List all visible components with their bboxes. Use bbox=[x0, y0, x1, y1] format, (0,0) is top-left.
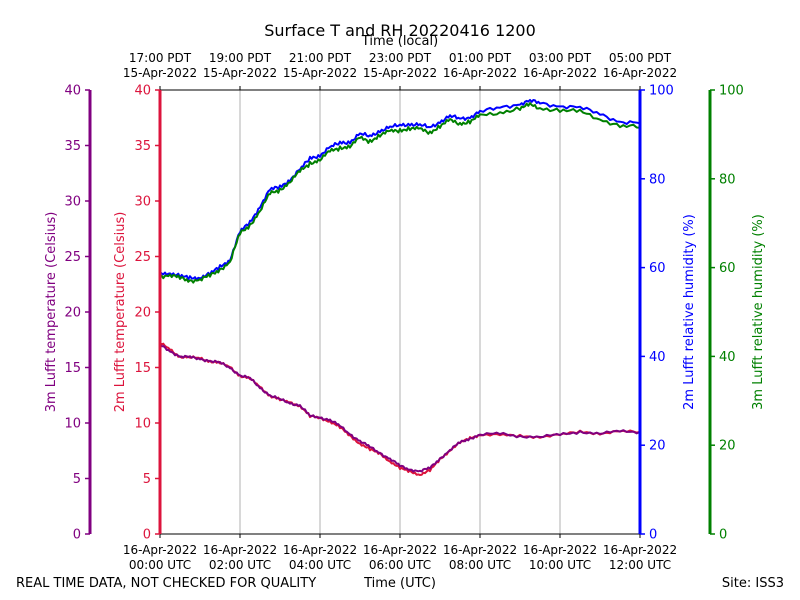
series-line-t2m bbox=[159, 342, 641, 476]
y-tick-label-rh3m: 60 bbox=[719, 261, 736, 276]
y-axis-label-t3m: 3m Lufft temperature (Celsius) bbox=[44, 212, 59, 413]
y-tick-label-rh3m: 100 bbox=[719, 84, 744, 99]
x-tick-label-bottom-date: 16-Apr-2022 bbox=[443, 543, 517, 557]
y-tick-label-t2m: 5 bbox=[143, 472, 151, 487]
x-tick-label-top-date: 16-Apr-2022 bbox=[443, 66, 517, 80]
x-tick-label-top-date: 16-Apr-2022 bbox=[603, 66, 677, 80]
x-tick-label-bottom-time: 06:00 UTC bbox=[369, 558, 431, 572]
y-tick-label-rh2m: 60 bbox=[649, 261, 666, 276]
x-tick-label-bottom-date: 16-Apr-2022 bbox=[203, 543, 277, 557]
x-tick-label-top-time: 05:00 PDT bbox=[609, 51, 672, 65]
y-tick-label-rh3m: 20 bbox=[719, 439, 736, 454]
x-tick-label-top-date: 15-Apr-2022 bbox=[203, 66, 277, 80]
y-tick-label-rh2m: 0 bbox=[649, 528, 657, 543]
x-tick-label-top-date: 16-Apr-2022 bbox=[523, 66, 597, 80]
x-tick-label-top-date: 15-Apr-2022 bbox=[123, 66, 197, 80]
y-tick-label-rh2m: 20 bbox=[649, 439, 666, 454]
x-tick-label-bottom-time: 12:00 UTC bbox=[609, 558, 671, 572]
y-tick-label-rh2m: 40 bbox=[649, 350, 666, 365]
x-tick-label-top-time: 23:00 PDT bbox=[369, 51, 432, 65]
x-tick-label-bottom-time: 00:00 UTC bbox=[129, 558, 191, 572]
y-tick-label-t2m: 0 bbox=[143, 528, 151, 543]
y-tick-label-rh2m: 80 bbox=[649, 172, 666, 187]
top-axis-title: Time (local) bbox=[361, 34, 439, 49]
y-tick-label-t3m: 35 bbox=[64, 139, 81, 154]
series-line-rh3m bbox=[159, 102, 641, 284]
series-line-t3m bbox=[159, 343, 641, 473]
y-tick-label-t3m: 20 bbox=[64, 306, 81, 321]
y-tick-label-t2m: 10 bbox=[134, 417, 151, 432]
y-tick-label-t2m: 40 bbox=[134, 84, 151, 99]
x-tick-label-top-date: 15-Apr-2022 bbox=[283, 66, 357, 80]
y-tick-label-rh2m: 100 bbox=[649, 84, 674, 99]
site-label: Site: ISS3 bbox=[721, 576, 784, 591]
y-tick-label-t2m: 35 bbox=[134, 139, 151, 154]
y-tick-label-rh3m: 80 bbox=[719, 172, 736, 187]
x-tick-label-bottom-date: 16-Apr-2022 bbox=[603, 543, 677, 557]
y-tick-label-rh3m: 0 bbox=[719, 528, 727, 543]
y-tick-label-t2m: 30 bbox=[134, 195, 151, 210]
x-tick-label-bottom-date: 16-Apr-2022 bbox=[283, 543, 357, 557]
x-tick-label-bottom-date: 16-Apr-2022 bbox=[363, 543, 437, 557]
x-tick-label-top-time: 01:00 PDT bbox=[449, 51, 512, 65]
y-tick-label-t2m: 25 bbox=[134, 250, 151, 265]
x-tick-label-bottom-time: 02:00 UTC bbox=[209, 558, 271, 572]
y-tick-label-rh3m: 40 bbox=[719, 350, 736, 365]
x-tick-label-top-time: 19:00 PDT bbox=[209, 51, 272, 65]
y-tick-label-t3m: 30 bbox=[64, 195, 81, 210]
y-tick-label-t2m: 20 bbox=[134, 306, 151, 321]
y-tick-label-t3m: 5 bbox=[73, 472, 81, 487]
x-tick-label-bottom-date: 16-Apr-2022 bbox=[523, 543, 597, 557]
x-tick-label-top-time: 21:00 PDT bbox=[289, 51, 352, 65]
y-tick-label-t3m: 15 bbox=[64, 361, 81, 376]
y-tick-label-t3m: 40 bbox=[64, 84, 81, 99]
x-tick-label-bottom-time: 10:00 UTC bbox=[529, 558, 591, 572]
y-tick-label-t2m: 15 bbox=[134, 361, 151, 376]
x-tick-label-top-time: 03:00 PDT bbox=[529, 51, 592, 65]
series-lines bbox=[159, 98, 641, 476]
quality-note: REAL TIME DATA, NOT CHECKED FOR QUALITY bbox=[16, 576, 317, 591]
y-axis-label-rh3m: 3m Lufft relative humidity (%) bbox=[751, 214, 766, 410]
x-tick-label-bottom-time: 08:00 UTC bbox=[449, 558, 511, 572]
x-tick-label-top-date: 15-Apr-2022 bbox=[363, 66, 437, 80]
y-tick-label-t3m: 10 bbox=[64, 417, 81, 432]
bottom-axis-title: Time (UTC) bbox=[364, 576, 436, 591]
y-axis-label-rh2m: 2m Lufft relative humidity (%) bbox=[682, 214, 697, 410]
grid-lines bbox=[239, 90, 561, 534]
y-tick-label-t3m: 0 bbox=[73, 528, 81, 543]
y-axis-label-t2m: 2m Lufft temperature (Celsius) bbox=[113, 212, 128, 413]
x-tick-label-top-time: 17:00 PDT bbox=[129, 51, 192, 65]
x-tick-label-bottom-date: 16-Apr-2022 bbox=[123, 543, 197, 557]
series-line-rh2m bbox=[159, 98, 641, 281]
x-tick-label-bottom-time: 04:00 UTC bbox=[289, 558, 351, 572]
chart-title: Surface T and RH 20220416 1200 bbox=[264, 21, 536, 40]
y-tick-label-t3m: 25 bbox=[64, 250, 81, 265]
